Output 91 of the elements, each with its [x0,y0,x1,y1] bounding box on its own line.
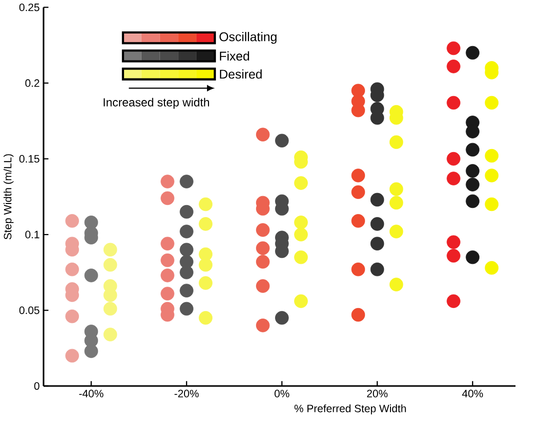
point [446,59,460,74]
point [84,344,98,358]
point [466,142,480,156]
point [466,250,480,264]
point [256,254,270,268]
point [466,46,480,60]
point [160,236,174,250]
point [351,185,366,199]
point [103,242,118,256]
point [389,277,404,292]
point [294,227,308,242]
point [160,174,174,188]
x-tick-label: -20% [174,390,199,398]
point [484,96,499,110]
point [351,214,366,228]
point [370,216,384,231]
point [256,278,270,293]
point [389,224,404,238]
y-axis-title: Step Width (m/LL) [4,154,14,240]
point [256,222,270,237]
point [65,309,79,323]
point [446,96,460,110]
point [294,176,308,190]
point [446,235,460,249]
legend-label: Fixed [220,51,250,60]
point [160,253,174,267]
point [484,197,499,211]
x-tick-label: -40% [79,390,104,398]
point [84,268,98,282]
x-tick-label: 0% [274,390,290,398]
point [65,262,79,276]
point [198,216,212,231]
point [275,310,289,324]
point [389,135,404,149]
y-tick-label: 0.2 [25,79,40,87]
point [180,224,194,238]
y-tick-label: 0.05 [19,306,40,314]
point [198,276,212,290]
y-tick-label: 0.1 [25,230,40,238]
point [370,192,384,206]
point [466,164,480,178]
point [370,262,384,276]
point [160,286,174,300]
point [180,242,194,256]
y-tick-label: 0 [34,382,40,390]
point [198,258,212,272]
point [103,258,118,272]
legend-label: Desired [220,69,262,78]
point [180,284,194,298]
point [389,182,404,196]
point [351,262,366,276]
point [294,294,308,308]
point [466,177,480,192]
x-tick-label: 20% [367,390,388,398]
point [446,294,460,308]
point [65,214,79,228]
point [180,302,194,316]
point [198,197,212,211]
point [160,268,174,282]
point [446,152,460,166]
legend-label: Oscillating [220,32,276,44]
annotation: Increased step width [104,98,210,109]
point [484,260,499,274]
y-tick-label: 0.15 [19,154,40,162]
point [256,128,270,142]
point [198,310,212,324]
point [370,236,384,250]
point [351,308,366,322]
point [275,134,289,148]
point [389,196,404,210]
point [446,41,460,55]
point [256,241,270,255]
point [65,348,79,362]
point [103,327,118,342]
point [256,318,270,332]
x-axis-title: % Preferred Step Width [294,404,406,414]
point [160,191,174,205]
point [466,194,480,208]
point [180,204,194,218]
x-tick-label: 40% [462,390,483,398]
point [294,250,308,264]
point [484,148,499,162]
point [484,168,499,182]
point [446,171,460,186]
point [351,168,366,182]
y-tick-label: 0.25 [19,3,40,11]
point [294,215,308,230]
point [103,302,118,316]
point [180,174,194,188]
point [446,248,460,262]
point [180,265,194,280]
